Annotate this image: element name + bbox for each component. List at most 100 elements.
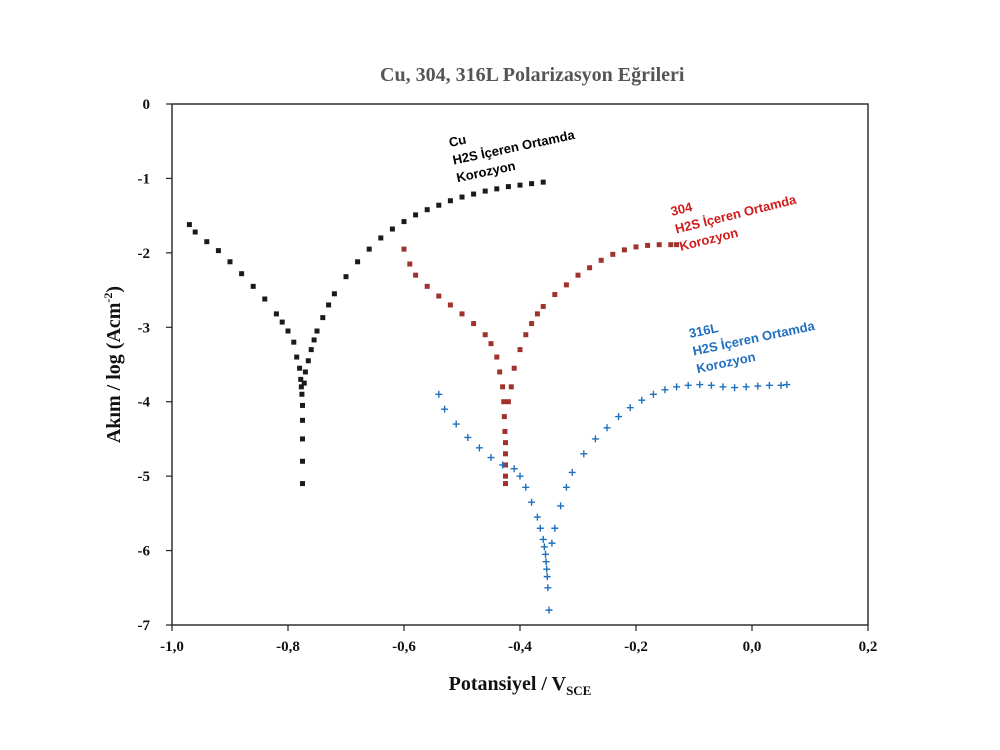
data-point <box>300 402 305 408</box>
data-point <box>343 274 349 280</box>
data-point <box>300 481 305 487</box>
data-point <box>407 261 413 267</box>
x-axis-title: Potansiyel / VSCE <box>449 673 592 698</box>
data-point <box>401 246 407 252</box>
data-point <box>645 242 651 248</box>
data-point <box>308 347 314 353</box>
x-tick-label: -1,0 <box>160 639 184 655</box>
y-tick-label: -3 <box>138 320 151 336</box>
data-point <box>562 483 570 491</box>
y-tick-label: 0 <box>143 97 151 113</box>
data-point <box>459 194 465 200</box>
data-point <box>301 380 307 386</box>
y-tick-label: -1 <box>138 171 151 187</box>
x-tick-label: -0,6 <box>392 639 416 655</box>
data-point <box>298 376 304 382</box>
data-point <box>684 381 692 389</box>
data-point <box>401 219 407 225</box>
data-point <box>482 332 488 338</box>
data-point <box>300 436 305 442</box>
data-point <box>298 384 304 390</box>
data-point <box>649 390 657 398</box>
data-point <box>459 311 465 317</box>
data-point <box>591 435 599 443</box>
data-point <box>279 319 285 325</box>
x-tick-label: 0,0 <box>743 639 762 655</box>
data-point <box>633 244 639 250</box>
data-point <box>441 405 449 413</box>
data-point <box>424 207 430 213</box>
data-point <box>424 283 430 289</box>
data-point <box>331 291 337 297</box>
data-point <box>540 179 546 185</box>
data-point <box>305 358 311 364</box>
data-point <box>551 524 559 532</box>
data-point <box>511 365 517 371</box>
data-point <box>552 292 558 298</box>
data-point <box>285 328 291 334</box>
data-point <box>471 191 477 197</box>
data-point <box>719 383 727 391</box>
data-point <box>528 498 536 506</box>
data-point <box>568 468 576 476</box>
data-point <box>503 451 508 457</box>
series-1 <box>186 179 546 487</box>
data-point <box>544 584 552 592</box>
data-point <box>523 332 529 338</box>
data-point <box>777 381 785 389</box>
data-point <box>314 328 320 334</box>
data-point <box>494 186 500 192</box>
chart-title: Cu, 304, 316L Polarizasyon Eğrileri <box>380 64 685 86</box>
x-axis: -1,0 -0,8 -0,6 -0,4 -0,2 0,0 0,2 <box>160 625 877 655</box>
annotation-line: Cu <box>448 132 468 150</box>
data-point <box>302 369 308 375</box>
data-point <box>542 550 550 558</box>
data-point <box>557 502 565 510</box>
data-point <box>502 428 508 434</box>
data-point <box>516 472 524 480</box>
data-point <box>487 454 495 462</box>
data-point <box>754 382 762 390</box>
data-point <box>543 573 551 581</box>
x-tick-label: -0,2 <box>624 639 648 655</box>
annotation-line: 304 <box>669 199 694 219</box>
data-point <box>638 396 646 404</box>
data-point <box>297 365 303 371</box>
svg-text:Akım / log (Acm-2): Akım / log (Acm-2) <box>101 286 125 443</box>
data-point <box>765 381 773 389</box>
data-point <box>436 202 442 208</box>
data-point <box>300 458 305 464</box>
data-point <box>294 354 300 360</box>
data-point <box>215 248 221 254</box>
y-tick-label: -2 <box>138 246 151 262</box>
data-point <box>227 259 233 265</box>
data-point <box>355 259 361 265</box>
data-point <box>542 558 550 566</box>
data-point <box>326 302 332 308</box>
series-3 <box>435 381 791 614</box>
data-point <box>540 543 548 551</box>
data-point <box>320 315 326 321</box>
data-point <box>366 246 372 252</box>
data-point <box>452 420 460 428</box>
data-point <box>482 188 488 194</box>
data-point <box>742 383 750 391</box>
data-point <box>488 341 494 347</box>
data-point <box>204 239 210 245</box>
x-tick-label: -0,8 <box>276 639 300 655</box>
data-point <box>503 473 508 479</box>
data-point <box>540 303 546 309</box>
data-point <box>299 391 305 397</box>
y-tick-label: -7 <box>138 618 151 634</box>
y-tick-label: -6 <box>138 544 151 560</box>
data-point <box>471 321 477 327</box>
data-point <box>533 513 541 521</box>
data-point <box>413 272 419 278</box>
data-point <box>529 321 535 327</box>
data-point <box>517 347 523 353</box>
data-point <box>447 198 453 204</box>
